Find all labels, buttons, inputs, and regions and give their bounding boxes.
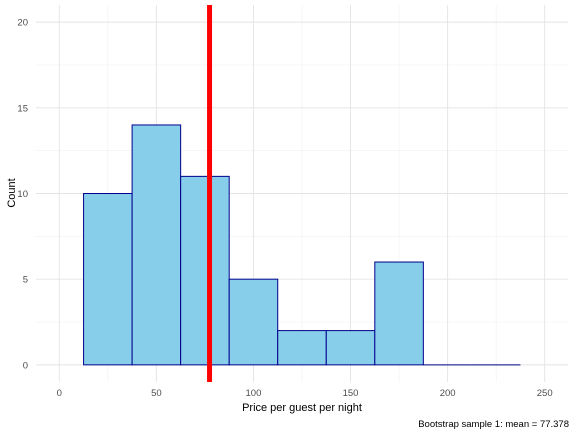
x-tick-label: 0 [57,388,62,399]
x-tick-label: 250 [537,388,553,399]
x-axis-title: Price per guest per night [242,402,362,414]
y-axis-title: Count [6,178,18,207]
histogram-bar-3 [181,176,230,365]
histogram-bar-7 [375,262,424,365]
y-axis-ticks: 0 5 10 15 20 [17,18,28,372]
histogram-bar-1 [84,194,133,365]
x-tick-label: 150 [343,388,359,399]
histogram-bar-4 [229,279,278,365]
x-tick-label: 200 [440,388,456,399]
y-tick-label: 5 [23,275,28,286]
histogram-bar-5 [278,331,327,365]
histogram-bar-2 [132,125,181,365]
chart-caption: Bootstrap sample 1: mean = 77.378 [418,419,569,430]
x-tick-label: 50 [151,388,162,399]
y-tick-label: 15 [17,103,28,114]
y-tick-label: 0 [23,360,28,371]
y-tick-label: 20 [17,18,28,29]
y-tick-label: 10 [17,189,28,200]
x-axis-ticks: 0 50 100 150 200 250 [57,388,553,399]
x-tick-label: 100 [246,388,262,399]
histogram-bar-6 [326,331,375,365]
